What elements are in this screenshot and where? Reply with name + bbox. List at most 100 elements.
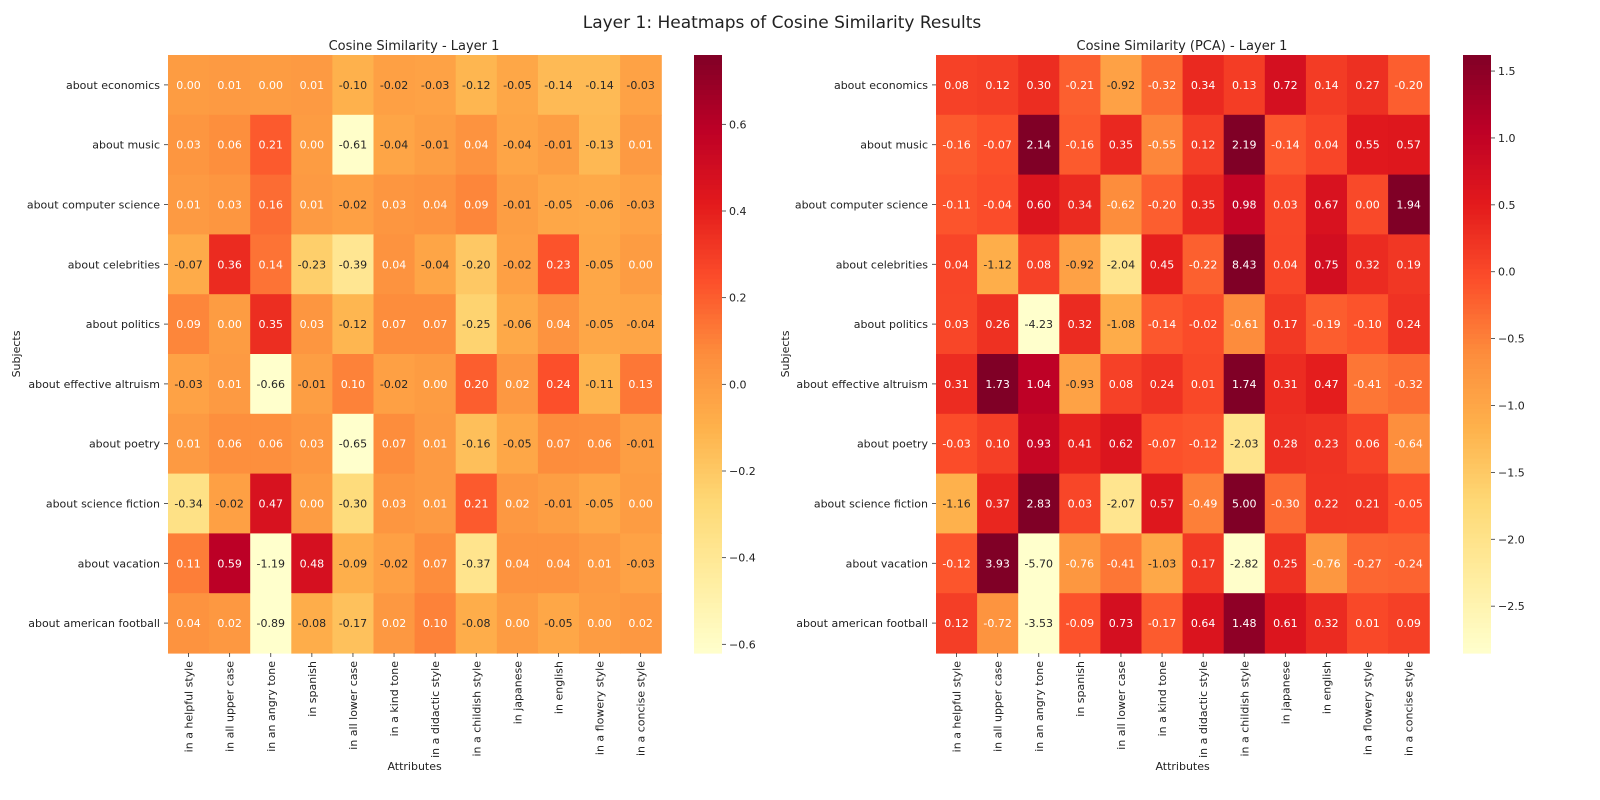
colorbar-segment [1463, 64, 1491, 71]
cell-value-label: 2.19 [1232, 139, 1257, 152]
cell-value-label: -0.08 [298, 617, 326, 630]
heatmap-cell [250, 533, 292, 594]
heatmap-cell [1305, 294, 1348, 355]
heatmap-cell [455, 55, 498, 116]
colorbar-segment [694, 284, 722, 290]
heatmap-cell [1388, 294, 1430, 355]
cell-value-label: -0.41 [1107, 557, 1135, 570]
heatmap-cell [1100, 294, 1143, 355]
cell-value-label: -0.04 [380, 139, 408, 152]
colorbar-segment [694, 194, 722, 201]
heatmap-cell [1347, 174, 1389, 235]
heatmap-cell [291, 593, 333, 654]
cell-value-label: 0.01 [1191, 378, 1216, 391]
colorbar-segment [694, 349, 722, 355]
colorbar-segment [1463, 448, 1491, 455]
cell-value-label: 0.01 [217, 79, 242, 92]
heatmap-cell [250, 473, 292, 534]
heatmap-cell [1018, 413, 1060, 475]
cell-value-label: -0.05 [503, 438, 531, 451]
cell-value-label: -0.66 [257, 378, 285, 391]
cell-value-label: -0.21 [1066, 79, 1094, 92]
heatmap-cell [168, 533, 210, 594]
cell-value-label: 0.41 [1068, 438, 1093, 451]
cell-value-label: -0.03 [174, 378, 202, 391]
x-tick-label: in a helpful style [183, 661, 196, 753]
colorbar-segment [694, 378, 722, 385]
colorbar-segment [694, 468, 722, 475]
cell-value-label: -0.02 [215, 498, 243, 511]
x-tick-label: in a childish style [1238, 661, 1251, 757]
heatmap-cell [579, 294, 621, 355]
heatmap-cell [579, 413, 621, 475]
colorbar-segment [1463, 568, 1491, 574]
cell-value-label: -0.12 [1189, 438, 1217, 451]
heatmap-cell [620, 413, 662, 475]
colorbar-segment [1463, 583, 1491, 589]
cell-value-label: -0.20 [1148, 199, 1176, 212]
colorbar-segment [694, 344, 722, 350]
y-tick-label: about effective altruism [796, 378, 928, 391]
cell-value-label: 0.06 [259, 438, 284, 451]
heatmap-cell [209, 593, 251, 654]
colorbar-segment [694, 513, 722, 520]
cell-value-label: 3.93 [985, 557, 1010, 570]
heatmap-cell [1388, 593, 1430, 654]
heatmap-cell [936, 354, 978, 415]
colorbar-tick-label: −2.5 [1498, 600, 1525, 613]
heatmap-cell [1388, 114, 1430, 176]
heatmap-cell [414, 473, 457, 534]
colorbar-segment [1463, 378, 1491, 385]
cell-value-label: 0.17 [1273, 318, 1298, 331]
cell-value-label: 0.72 [1273, 79, 1298, 92]
cell-value-label: 0.27 [1355, 79, 1380, 92]
cell-value-label: 0.48 [300, 557, 325, 570]
heatmap-cell [168, 174, 210, 235]
heatmap-cell [1388, 413, 1430, 475]
cell-value-label: -0.02 [339, 199, 367, 212]
cell-value-label: -0.03 [421, 79, 449, 92]
cell-value-label: -0.13 [585, 139, 613, 152]
colorbar-segment [694, 623, 722, 629]
cell-value-label: 0.61 [1273, 617, 1298, 630]
cell-value-label: 0.00 [259, 79, 284, 92]
colorbar-segment [1463, 548, 1491, 554]
heatmap-cell [455, 354, 498, 415]
colorbar-segment [1463, 55, 1491, 61]
colorbar-segment [1463, 368, 1491, 375]
cell-value-label: 1.04 [1027, 378, 1052, 391]
heatmap-cell [1347, 533, 1389, 594]
cell-value-label: 2.14 [1027, 139, 1052, 152]
cell-value-label: 0.00 [176, 79, 201, 92]
cell-value-label: 0.06 [1355, 438, 1380, 451]
cell-value-label: 0.36 [217, 258, 242, 271]
heatmap-cell [291, 354, 333, 415]
heatmap-cell [1305, 413, 1348, 475]
colorbar-segment [694, 548, 722, 554]
colorbar-segment [694, 289, 722, 295]
colorbar-segment [1463, 259, 1491, 265]
heatmap-cell [1018, 593, 1060, 654]
colorbar-segment [1463, 503, 1491, 510]
cell-value-label: -0.06 [585, 199, 613, 212]
cell-value-label: -0.02 [503, 258, 531, 271]
colorbar-segment [694, 458, 722, 465]
colorbar-segment [694, 398, 722, 405]
heatmap-cell [620, 114, 662, 176]
colorbar-segment [1463, 74, 1491, 81]
heatmap-cell [373, 114, 416, 176]
cell-value-label: 0.20 [464, 378, 489, 391]
heatmap-cell [496, 413, 539, 475]
cell-value-label: -0.05 [585, 258, 613, 271]
cell-value-label: 0.14 [259, 258, 284, 271]
cell-value-label: 0.01 [628, 139, 653, 152]
cell-value-label: 0.34 [1068, 199, 1093, 212]
cell-value-label: 0.60 [1027, 199, 1052, 212]
colorbar-segment [1463, 393, 1491, 400]
cell-value-label: -0.16 [942, 139, 970, 152]
colorbar-segment [694, 169, 722, 176]
colorbar-segment [1463, 373, 1491, 380]
cell-value-label: 0.03 [944, 318, 969, 331]
cell-value-label: 0.07 [382, 318, 407, 331]
colorbar-segment [694, 528, 722, 534]
